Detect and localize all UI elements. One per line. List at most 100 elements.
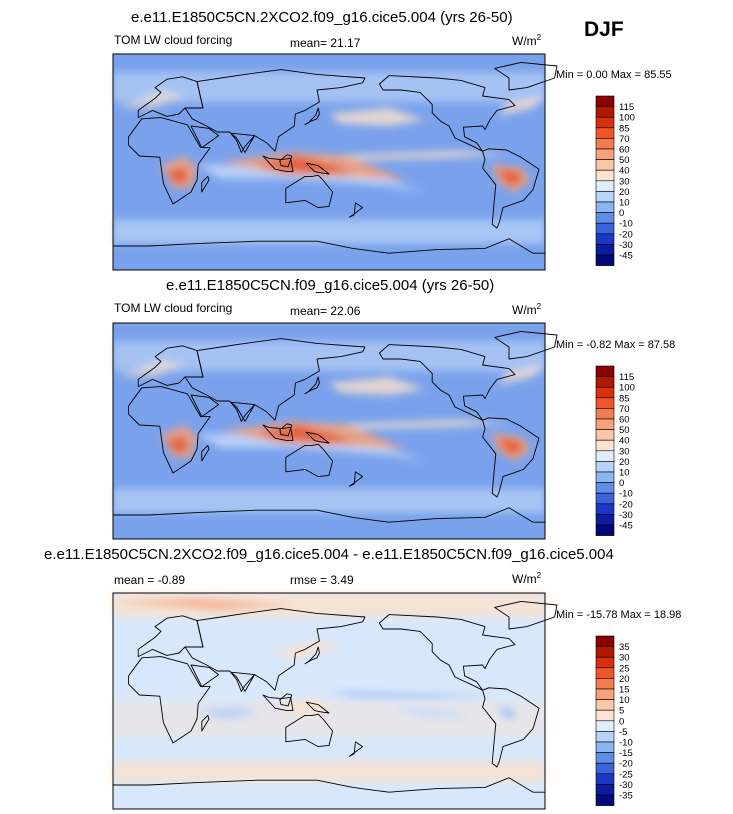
colorbar-tick-label: 100 <box>619 383 635 394</box>
colorbar-tick-label: 30 <box>619 176 630 187</box>
colorbar-swatch <box>595 169 615 182</box>
colorbar-tick-label: 30 <box>619 446 630 457</box>
colorbar-swatch <box>595 397 615 409</box>
colorbar-swatch <box>595 709 615 722</box>
colorbar-swatch <box>595 773 615 785</box>
colorbar-tick-label: -10 <box>619 738 633 749</box>
colorbar-tick-label: 10 <box>619 695 630 706</box>
colorbar-tick-label: 20 <box>619 674 630 685</box>
colorbar-swatch <box>595 635 615 647</box>
colorbar-tick-label: -20 <box>619 229 633 240</box>
colorbar-swatch <box>595 408 615 420</box>
panel-3-mean: mean = -0.89 <box>114 573 185 587</box>
colorbar-tick-label: 20 <box>619 457 630 468</box>
colorbar-swatch <box>595 201 615 213</box>
colorbar-swatch <box>595 503 615 515</box>
field-contour <box>113 488 545 513</box>
coastline-arabia <box>190 664 220 688</box>
panel-1-variable: TOM LW cloud forcing <box>114 33 233 47</box>
coastline-india <box>230 401 256 422</box>
coastline-africa <box>128 656 211 744</box>
colorbar-swatch <box>595 418 615 430</box>
colorbar-swatch <box>595 752 615 764</box>
coastline-australia <box>285 443 334 478</box>
field-contour <box>497 365 545 386</box>
colorbar-swatch <box>595 138 615 150</box>
colorbar-swatch <box>595 741 615 753</box>
panel-2-minmax: Min = -0.82 Max = 87.58 <box>556 339 676 351</box>
colorbar-swatch <box>595 386 615 399</box>
colorbar-tick-label: -15 <box>619 748 633 759</box>
colorbar-tick-label: -5 <box>619 727 627 738</box>
panel-3-map <box>112 592 558 810</box>
panel-2-mean-value: 22.06 <box>330 304 361 318</box>
panel-1-minmax: Min = 0.00 Max = 85.55 <box>556 69 672 81</box>
colorbar-tick-label: 35 <box>619 642 630 653</box>
coastline-indonesia <box>262 694 294 712</box>
colorbar-swatch <box>595 365 615 377</box>
colorbar-swatch <box>595 492 615 505</box>
coastline-nz <box>348 741 364 757</box>
coastline-japan <box>304 107 320 126</box>
colorbar-swatch <box>595 212 615 224</box>
field-contour <box>329 108 425 126</box>
field-contour <box>497 705 515 721</box>
field-contour <box>113 219 545 244</box>
field-contour <box>167 166 189 184</box>
coastline-borneo <box>279 693 293 707</box>
colorbar-tick-label: 85 <box>619 393 630 404</box>
coastline-samerica <box>482 687 540 768</box>
field-contour <box>269 641 341 659</box>
coastline-madagascar <box>201 175 210 193</box>
panel-3-max-value: 18.98 <box>653 609 682 621</box>
coastline-europe <box>137 345 204 388</box>
panel-2-mean: mean= 22.06 <box>290 304 360 318</box>
colorbar-tick-label: 85 <box>619 123 630 134</box>
colorbar-swatch <box>595 191 615 203</box>
field-contour <box>113 701 545 737</box>
colorbar-swatch <box>595 376 615 388</box>
colorbar-tick-label: -10 <box>619 219 633 230</box>
field-contour <box>497 96 545 117</box>
coastline-africa <box>128 386 211 474</box>
coastline-india <box>230 132 256 153</box>
coastline-namerica <box>378 344 516 421</box>
field-contour <box>113 72 545 102</box>
colorbar-swatch <box>595 667 615 679</box>
colorbar-tick-label: 0 <box>619 208 624 219</box>
panel-2-min-value: -0.82 <box>586 339 612 351</box>
colorbar-tick-label: 0 <box>619 716 624 727</box>
coastline-madagascar <box>201 444 210 462</box>
coastline-india <box>230 671 256 692</box>
panel-1-mean-value: 21.17 <box>330 36 361 50</box>
coastline-newguinea <box>305 431 330 444</box>
colorbar-swatch <box>595 514 615 526</box>
colorbar-tick-label: -20 <box>619 759 633 770</box>
field-contour <box>113 761 545 783</box>
panel-3-minmax: Min = -15.78 Max = 18.98 <box>556 609 682 621</box>
colorbar-swatch <box>595 784 615 796</box>
colorbar-swatch <box>595 106 615 118</box>
coastline-europe <box>137 76 204 119</box>
panel-2-max-value: 87.58 <box>647 339 676 351</box>
coastline-greenland <box>494 61 558 91</box>
field-contour <box>329 377 425 395</box>
panel-3-rmse-value: 3.49 <box>330 573 354 587</box>
colorbar-tick-label: 25 <box>619 663 630 674</box>
colorbar-tick-label: -30 <box>619 240 633 251</box>
colorbar-swatch <box>595 461 615 473</box>
colorbar-tick-label: -30 <box>619 780 633 791</box>
panel-3-rmse-label: rmse = <box>290 573 328 587</box>
panel-3-rmse: rmse = 3.49 <box>290 573 354 587</box>
panel-2-title: e.e11.E1850C5CN.f09_g16.cice5.004 (yrs 2… <box>166 277 495 294</box>
coastline-samerica <box>482 148 540 229</box>
field-contour <box>389 707 473 718</box>
colorbar-swatch <box>595 429 615 441</box>
colorbar-swatch <box>595 439 615 452</box>
field-contour <box>329 691 497 699</box>
panel-1-map <box>112 53 558 271</box>
colorbar-tick-label: 30 <box>619 653 630 664</box>
field-contour <box>167 435 189 453</box>
colorbar-tick-label: -45 <box>619 521 633 532</box>
